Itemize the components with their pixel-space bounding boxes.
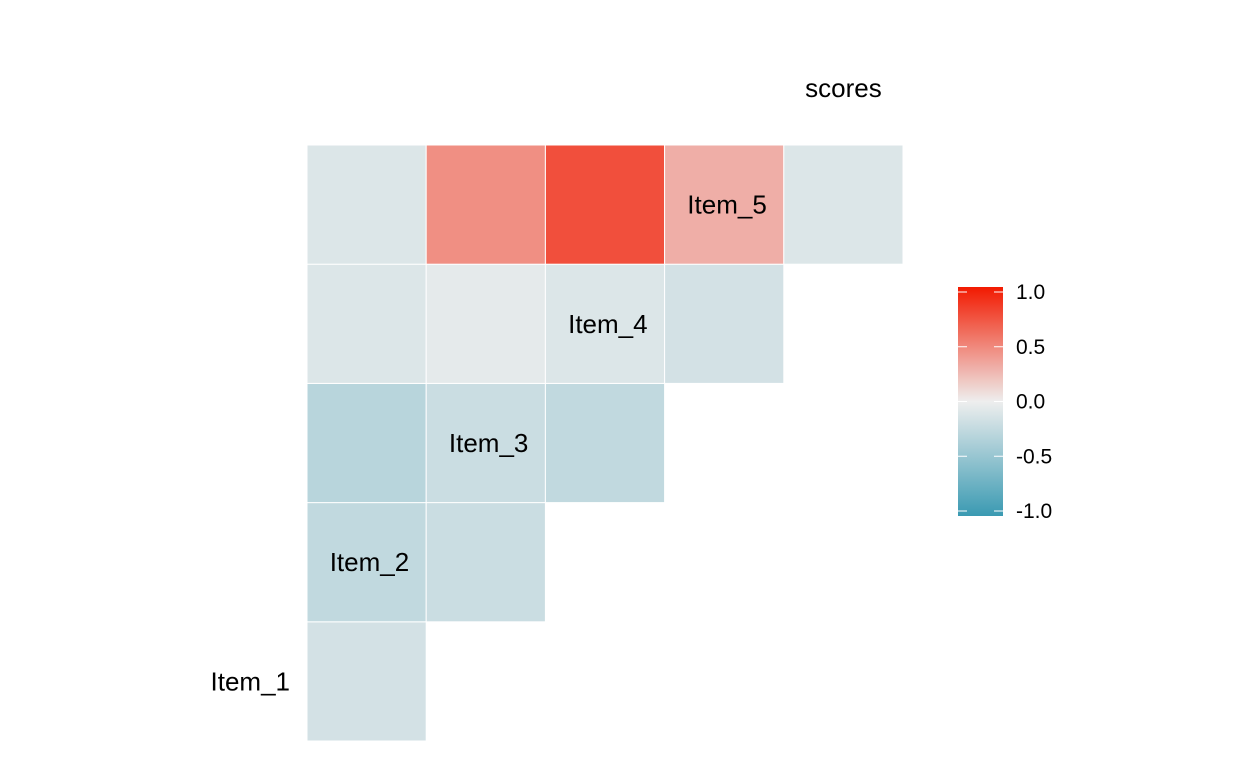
variable-label-scores: scores (805, 73, 882, 103)
heatmap-cell-Item_5-Item_1 (306, 263, 427, 384)
heatmap-cell-scores-Item_1 (306, 144, 427, 265)
heatmap-cell-Item_4-Item_1 (306, 382, 427, 504)
heatmap-cell-scores-Item_4 (664, 144, 785, 265)
heatmap-cells (306, 144, 904, 742)
heatmap-cell-Item_3-Item_2 (425, 502, 546, 623)
heatmap-cell-scores-Item_3 (544, 144, 666, 265)
variable-label-Item_1: Item_1 (211, 666, 291, 696)
heatmap-cell-Item_4-Item_3 (544, 382, 666, 504)
variable-label-Item_2: Item_2 (330, 547, 410, 577)
heatmap-cell-scores-Item_5 (783, 144, 904, 265)
legend-ticks: 1.0 0.5 0.0 -0.5 -1.0 (958, 281, 1052, 523)
variable-label-Item_5: Item_5 (687, 190, 767, 220)
heatmap-cell-Item_4-Item_2 (425, 382, 546, 504)
legend-tick-label: -1.0 (1016, 500, 1052, 523)
legend-tick-label: 1.0 (1016, 281, 1045, 304)
color-legend: 1.0 0.5 0.0 -0.5 -1.0 (958, 281, 1052, 523)
legend-tick-label: 0.0 (1016, 391, 1045, 414)
legend-tick-label: 0.5 (1016, 336, 1045, 359)
heatmap-cell-Item_5-Item_2 (425, 263, 546, 384)
variable-labels: Item_1 Item_2 Item_3 Item_4 Item_5 scores (211, 73, 882, 696)
heatmap-cell-scores-Item_2 (425, 144, 546, 265)
heatmap-cell-Item_5-Item_4 (664, 263, 785, 384)
heatmap-cell-Item_3-Item_1 (306, 502, 427, 623)
variable-label-Item_3: Item_3 (449, 428, 529, 458)
legend-tick-label: -0.5 (1016, 445, 1052, 468)
heatmap-cell-Item_2-Item_1 (306, 621, 427, 742)
variable-label-Item_4: Item_4 (568, 309, 648, 339)
